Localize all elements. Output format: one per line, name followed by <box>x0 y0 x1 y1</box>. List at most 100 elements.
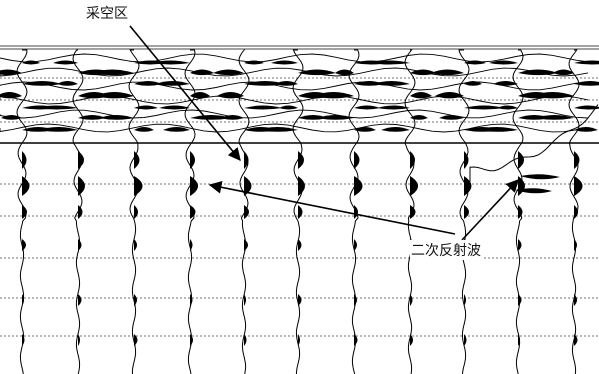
reflection-lobe <box>381 127 410 132</box>
horizontal-gridlines <box>0 45 599 337</box>
secondary-reflection-lobe <box>515 188 552 194</box>
reflection-lobe <box>163 127 190 132</box>
annotation-arrows <box>129 25 519 241</box>
reflection-lobe <box>574 81 599 86</box>
reflection-lobe <box>298 69 336 76</box>
band-wiggle <box>0 81 589 91</box>
band-wiggle <box>0 95 589 105</box>
trace-lobe <box>134 205 138 219</box>
reflection-lobe <box>335 69 354 76</box>
trace-lobe <box>190 334 193 346</box>
trace-lobe <box>190 294 193 306</box>
reflection-lobe <box>497 105 518 110</box>
trace-lobe <box>190 239 193 251</box>
trace-lobe <box>298 176 305 196</box>
reflection-lobe <box>217 92 244 99</box>
trace-lobe <box>134 294 137 306</box>
trace-lobe <box>22 334 25 346</box>
secondary-reflection-lobe <box>520 174 560 180</box>
trace-lobe <box>22 151 27 169</box>
trace-lobe <box>574 151 580 169</box>
reflection-lobe <box>99 115 134 120</box>
trace-lobe <box>298 294 302 306</box>
trace-lobe <box>574 205 578 219</box>
reflection-lobe <box>369 60 410 65</box>
reflection-lobe <box>213 69 244 76</box>
trace-lobe <box>464 205 469 219</box>
trace-lobe <box>244 176 252 196</box>
secondary-reflection-label: 二次反射波 <box>410 240 482 260</box>
trace-lobe <box>574 294 577 306</box>
reflection-lobe <box>78 115 106 120</box>
reflection-lobe <box>410 115 428 120</box>
reflection-lobe <box>431 69 464 76</box>
trace-lobe <box>464 294 466 306</box>
trace-lobe <box>574 334 578 346</box>
reflection-lobe <box>190 69 214 76</box>
trace-lobe <box>190 151 195 169</box>
reflection-lobe <box>134 127 154 132</box>
reflection-lobe <box>475 127 518 132</box>
trace-lobe <box>574 176 583 196</box>
trace-lobe <box>78 239 82 251</box>
trace-lobe <box>244 239 248 251</box>
trace-lobe <box>134 334 138 346</box>
trace-lobe <box>518 176 525 196</box>
trace-lobe <box>22 239 26 251</box>
trace-lobe <box>78 176 85 196</box>
trace-lobe <box>518 151 524 169</box>
trace-lobe <box>354 151 360 169</box>
reflection-lobe <box>155 81 190 86</box>
trace-lobe <box>410 334 413 346</box>
reflection-lobe <box>377 105 410 110</box>
trace-lobe <box>78 205 83 219</box>
trace-lobe <box>410 176 418 196</box>
trace-lobe <box>244 294 246 306</box>
trace-lobe <box>190 176 198 196</box>
trace-lobe <box>190 205 196 219</box>
trace-lobe <box>298 334 300 346</box>
reflection-lobe <box>275 81 298 86</box>
reflection-lobe <box>489 60 518 65</box>
band-wiggle <box>0 53 589 63</box>
trace-lobe <box>464 334 467 346</box>
trace-lobe <box>410 151 415 169</box>
band-wiggle <box>0 67 589 77</box>
trace-lobe <box>78 294 82 306</box>
reflection-lobe <box>531 92 574 99</box>
trace-lobe <box>244 205 249 219</box>
band-wiggle <box>0 109 589 119</box>
trace-lobe <box>518 334 520 346</box>
reflection-lobe <box>0 69 22 76</box>
reflection-lobe <box>410 92 432 99</box>
reflection-lobe <box>35 105 78 110</box>
reflection-lobe <box>574 60 599 65</box>
reflection-lobe <box>464 105 504 110</box>
reflection-lobe <box>134 105 158 110</box>
trace-lobe <box>298 151 304 169</box>
reflection-lobe <box>39 127 78 132</box>
trace-lobe <box>410 205 416 219</box>
trace-lobe <box>574 239 577 251</box>
reflection-lobe <box>190 115 232 120</box>
reflection-lobe <box>574 127 598 132</box>
trace-lobe <box>78 334 80 346</box>
reflection-lobe <box>535 115 574 120</box>
seismic-trace <box>292 49 304 374</box>
trace-lobe <box>354 294 357 306</box>
trace-lobe <box>134 176 143 196</box>
reflection-lobe <box>373 81 410 86</box>
trace-lobe <box>244 334 247 346</box>
reflection-lobe <box>574 105 599 110</box>
goaf-label: 采空区 <box>86 6 128 22</box>
reflection-lobe <box>354 105 380 110</box>
trace-lobe <box>354 176 363 196</box>
trace-lobe <box>518 239 522 251</box>
trace-lobe <box>354 205 358 219</box>
trace-lobe <box>410 294 413 306</box>
trace-lobe <box>22 294 24 306</box>
reflection-lobe <box>57 81 78 86</box>
trace-lobe <box>134 239 137 251</box>
reflection-lobe <box>221 115 244 120</box>
